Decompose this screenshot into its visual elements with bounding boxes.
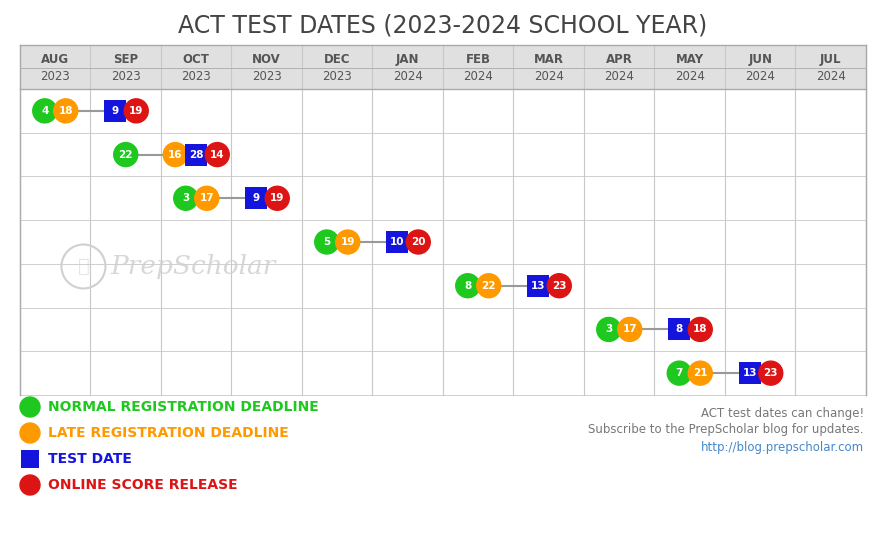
Text: NORMAL REGISTRATION DEADLINE: NORMAL REGISTRATION DEADLINE [48,400,319,414]
FancyBboxPatch shape [527,274,549,296]
Circle shape [163,142,187,167]
Text: 2023: 2023 [252,70,282,83]
Circle shape [206,142,229,167]
Circle shape [477,274,501,298]
Text: 22: 22 [119,150,133,160]
Text: 2024: 2024 [675,70,704,83]
Text: OCT: OCT [183,53,210,65]
Text: ACT TEST DATES (2023-2024 SCHOOL YEAR): ACT TEST DATES (2023-2024 SCHOOL YEAR) [178,14,708,37]
Text: 2023: 2023 [182,70,211,83]
Text: ONLINE SCORE RELEASE: ONLINE SCORE RELEASE [48,478,237,492]
Circle shape [265,186,289,210]
Text: 17: 17 [199,193,214,204]
Circle shape [688,317,712,342]
Text: 19: 19 [129,106,144,116]
Text: JUN: JUN [749,53,773,65]
Text: Subscribe to the PrepScholar blog for updates.: Subscribe to the PrepScholar blog for up… [588,424,864,437]
Text: 2024: 2024 [392,70,423,83]
Text: 7: 7 [675,368,683,378]
Text: 19: 19 [270,193,284,204]
Text: 23: 23 [764,368,778,378]
Text: 3: 3 [183,193,190,204]
Text: MAR: MAR [533,53,563,65]
Text: JAN: JAN [396,53,419,65]
Text: MAY: MAY [676,53,703,65]
Circle shape [124,99,148,123]
Text: 19: 19 [340,237,355,247]
Text: 2023: 2023 [111,70,141,83]
Text: 21: 21 [693,368,708,378]
Text: FEB: FEB [466,53,491,65]
Circle shape [336,230,360,254]
Text: 14: 14 [210,150,224,160]
FancyBboxPatch shape [245,188,268,210]
FancyBboxPatch shape [739,362,761,384]
Text: 23: 23 [552,280,566,291]
Circle shape [597,317,621,342]
FancyBboxPatch shape [105,100,126,122]
Circle shape [758,361,782,385]
Circle shape [54,99,78,123]
Text: 20: 20 [411,237,425,247]
Circle shape [618,317,641,342]
Text: TEST DATE: TEST DATE [48,452,132,466]
Text: 2024: 2024 [745,70,775,83]
Circle shape [315,230,338,254]
Text: 8: 8 [464,280,471,291]
Text: 2024: 2024 [604,70,634,83]
Circle shape [20,475,40,495]
FancyBboxPatch shape [185,144,207,166]
Text: SEP: SEP [113,53,138,65]
Circle shape [455,274,479,298]
Text: 10: 10 [390,237,405,247]
Text: 22: 22 [481,280,496,291]
Text: 2024: 2024 [533,70,563,83]
Text: AUG: AUG [41,53,69,65]
Text: 2024: 2024 [463,70,494,83]
Circle shape [20,423,40,443]
Text: 28: 28 [189,150,204,160]
Text: 2023: 2023 [323,70,352,83]
Text: 18: 18 [58,106,73,116]
Text: LATE REGISTRATION DEADLINE: LATE REGISTRATION DEADLINE [48,426,289,440]
Text: NOV: NOV [253,53,281,65]
FancyBboxPatch shape [21,450,39,468]
Circle shape [113,142,137,167]
Text: 9: 9 [112,106,119,116]
Circle shape [195,186,219,210]
Text: APR: APR [606,53,633,65]
Text: 9: 9 [253,193,260,204]
Circle shape [20,397,40,417]
Circle shape [688,361,712,385]
Text: 2024: 2024 [816,70,846,83]
Text: 17: 17 [623,324,637,334]
Text: 8: 8 [676,324,683,334]
Circle shape [407,230,431,254]
Text: 5: 5 [323,237,330,247]
Circle shape [667,361,691,385]
Text: 13: 13 [531,280,546,291]
Circle shape [174,186,198,210]
Text: 3: 3 [605,324,612,334]
Circle shape [33,99,57,123]
FancyBboxPatch shape [20,45,866,89]
Text: 16: 16 [168,150,183,160]
FancyBboxPatch shape [668,318,690,340]
Circle shape [548,274,571,298]
Text: PrepScholar: PrepScholar [111,254,276,279]
Text: JUL: JUL [820,53,842,65]
Text: 4: 4 [41,106,49,116]
Text: 18: 18 [693,324,708,334]
Text: 13: 13 [742,368,757,378]
Text: 2023: 2023 [41,70,70,83]
FancyBboxPatch shape [386,231,408,253]
Text: DEC: DEC [324,53,351,65]
Text: ACT test dates can change!: ACT test dates can change! [701,406,864,420]
Text: 🎓: 🎓 [78,257,89,276]
Text: http://blog.prepscholar.com: http://blog.prepscholar.com [701,441,864,454]
